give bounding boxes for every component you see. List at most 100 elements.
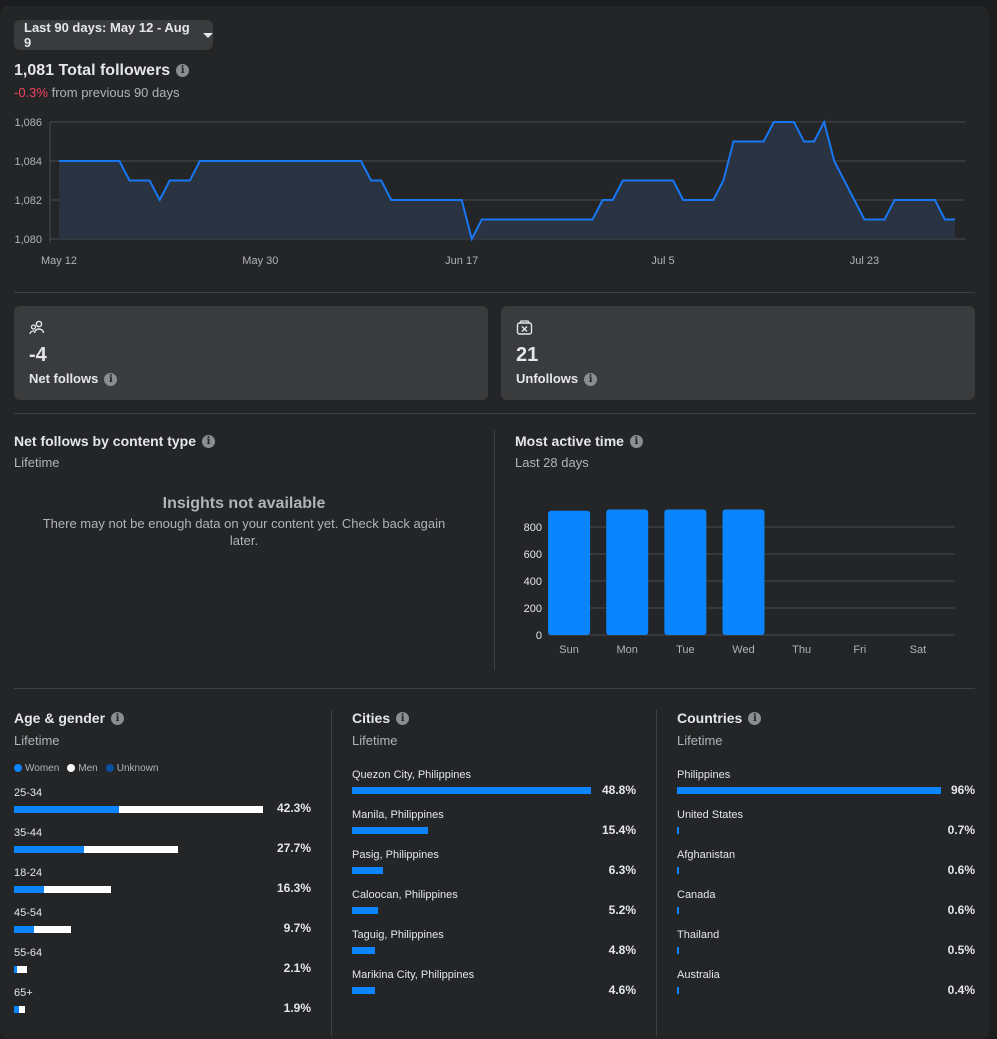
followers-change-value: -0.3% xyxy=(14,85,48,100)
followers-change-suffix: from previous 90 days xyxy=(51,85,180,100)
info-icon[interactable]: i xyxy=(111,712,125,726)
date-range-dropdown[interactable]: Last 90 days: May 12 - Aug 9 xyxy=(14,20,213,50)
content-type-title: Net follows by content type xyxy=(14,433,197,449)
country-bar xyxy=(677,867,679,874)
y-tick-label: 0 xyxy=(536,630,542,642)
info-icon[interactable]: i xyxy=(396,712,410,726)
content-type-heading: Net follows by content type i xyxy=(14,433,216,451)
country-bar xyxy=(677,947,679,954)
age-range-value: 1.9% xyxy=(283,1001,311,1015)
men-bar xyxy=(14,926,72,933)
men-bar xyxy=(14,886,112,893)
countries-heading: Countries i xyxy=(677,710,762,728)
city-bar xyxy=(352,947,376,954)
country-label: United States xyxy=(677,809,744,821)
age-range-label: 45-54 xyxy=(14,907,43,919)
divider xyxy=(14,292,975,293)
legend-women-label: Women xyxy=(25,763,60,774)
men-bar xyxy=(14,806,263,813)
x-tick-label: Jun 17 xyxy=(445,255,478,267)
city-value: 6.3% xyxy=(608,863,636,877)
country-label: Australia xyxy=(677,969,720,981)
country-value: 0.6% xyxy=(947,863,975,877)
people-icon xyxy=(29,320,45,335)
x-tick-label: Thu xyxy=(792,644,811,656)
followers-change: -0.3% from previous 90 days xyxy=(14,85,180,100)
city-value: 4.6% xyxy=(608,983,636,997)
city-value: 5.2% xyxy=(608,903,636,917)
age-range-label: 65+ xyxy=(14,987,33,999)
age-gender-legend: Women Men Unknown xyxy=(14,763,158,774)
net-follows-label-row: Net follows i xyxy=(29,371,118,387)
bar-sun[interactable] xyxy=(548,510,591,635)
city-bar xyxy=(352,987,375,994)
age-range-label: 55-64 xyxy=(14,947,43,959)
legend-women: Women xyxy=(14,763,59,774)
legend-unknown: Unknown xyxy=(105,763,158,774)
age-range-value: 27.7% xyxy=(276,841,311,855)
info-icon[interactable]: i xyxy=(202,435,216,449)
women-bar xyxy=(14,1006,19,1013)
info-icon[interactable]: i xyxy=(104,373,118,387)
y-tick-label: 400 xyxy=(524,576,542,588)
y-tick-label: 1,080 xyxy=(14,234,42,246)
vertical-divider xyxy=(331,710,332,1036)
most-active-title: Most active time xyxy=(515,433,624,449)
country-value: 0.7% xyxy=(947,823,975,837)
x-tick-label: Jul 23 xyxy=(850,255,879,267)
country-bar xyxy=(677,787,941,794)
info-icon[interactable]: i xyxy=(629,435,643,449)
most-active-bar-chart: 800 600 400 200 0 Sun Mon Tue Wed Thu Fri Sat xyxy=(524,509,955,656)
legend-women-swatch xyxy=(14,764,22,772)
followers-area xyxy=(59,122,955,239)
info-icon[interactable]: i xyxy=(748,712,762,726)
city-value: 15.4% xyxy=(601,823,636,837)
info-icon[interactable]: i xyxy=(176,64,190,78)
info-icon[interactable]: i xyxy=(584,373,598,387)
x-tick-label: Wed xyxy=(732,644,754,656)
content-type-period: Lifetime xyxy=(14,455,60,470)
net-follows-card: -4 Net follows i xyxy=(14,306,488,400)
x-tick-label: Jul 5 xyxy=(651,255,674,267)
country-label: Thailand xyxy=(677,929,720,941)
y-tick-label: 1,086 xyxy=(14,117,42,129)
women-bar xyxy=(14,806,119,813)
age-range-value: 42.3% xyxy=(276,801,311,815)
women-bar xyxy=(14,966,17,973)
bar-wed[interactable] xyxy=(722,509,765,635)
unfollows-card: 21 Unfollows i xyxy=(501,306,975,400)
country-label: Canada xyxy=(677,889,716,901)
unfollow-icon xyxy=(516,320,533,335)
bar-mon[interactable] xyxy=(606,509,649,635)
most-active-heading: Most active time i xyxy=(515,433,643,451)
age-range-label: 18-24 xyxy=(14,867,43,879)
age-range-label: 35-44 xyxy=(14,827,43,839)
cities-title: Cities xyxy=(352,710,391,726)
most-active-period: Last 28 days xyxy=(515,455,589,470)
countries-period: Lifetime xyxy=(677,733,723,748)
city-label: Taguig, Philippines xyxy=(352,929,444,941)
vertical-divider xyxy=(494,430,495,670)
unfollows-label-row: Unfollows i xyxy=(516,371,598,387)
city-value: 48.8% xyxy=(601,783,636,797)
x-tick-label: Sat xyxy=(910,644,927,656)
unfollows-label: Unfollows xyxy=(516,371,579,386)
country-value: 0.6% xyxy=(947,903,975,917)
city-bar xyxy=(352,827,428,834)
x-tick-label: Tue xyxy=(676,644,695,656)
total-followers-title: 1,081 Total followers xyxy=(14,62,171,79)
y-tick-label: 1,084 xyxy=(14,156,42,168)
legend-men-swatch xyxy=(67,764,76,772)
y-tick-label: 600 xyxy=(524,549,542,561)
followers-series-line xyxy=(59,119,955,242)
divider xyxy=(14,688,975,689)
men-bar xyxy=(14,966,27,973)
city-value: 4.8% xyxy=(608,943,636,957)
age-gender-period: Lifetime xyxy=(14,733,60,748)
x-tick-label: Mon xyxy=(617,644,638,656)
country-value: 0.5% xyxy=(947,943,975,957)
date-range-label: Last 90 days: May 12 - Aug 9 xyxy=(24,20,190,50)
bar-tue[interactable] xyxy=(664,509,707,635)
city-bar xyxy=(352,787,591,794)
city-label: Quezon City, Philippines xyxy=(352,769,472,781)
